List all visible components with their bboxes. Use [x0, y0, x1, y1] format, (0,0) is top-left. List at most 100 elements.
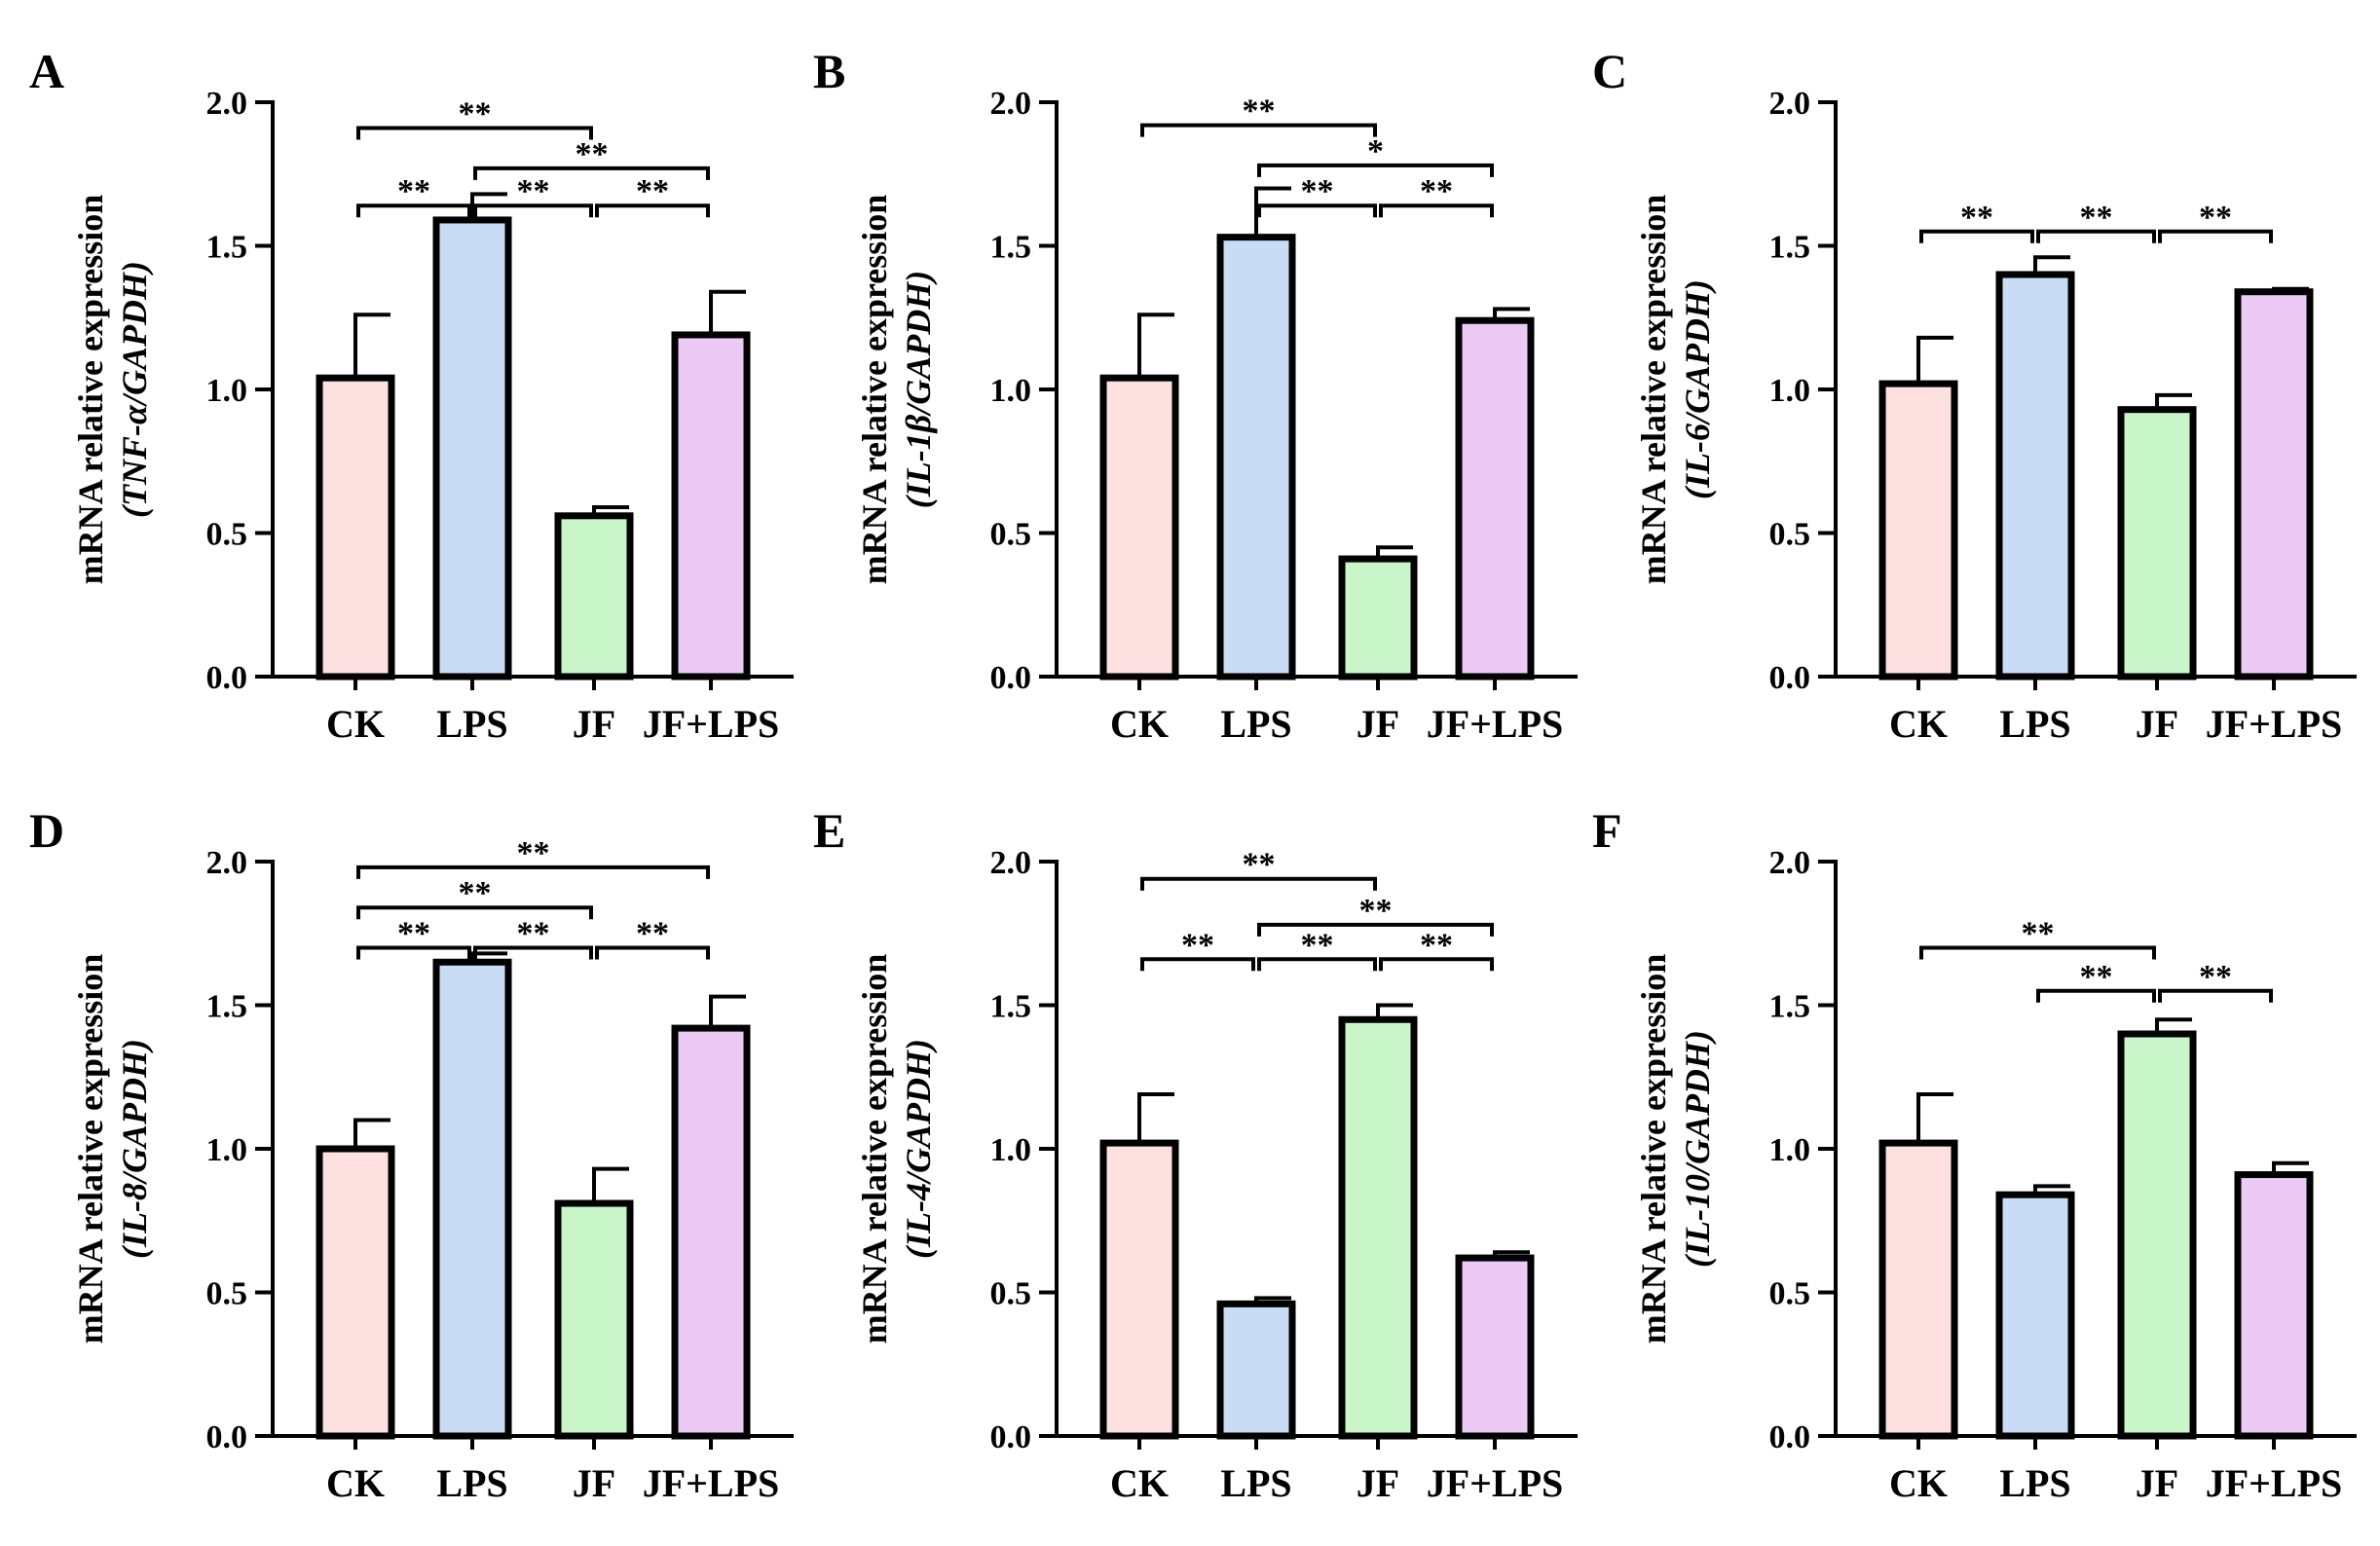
x-tick-label: JF+LPS	[643, 1461, 780, 1505]
y-tick-label: 1.5	[990, 989, 1032, 1025]
y-tick-label: 2.0	[990, 86, 1032, 122]
significance-label: **	[517, 916, 550, 952]
y-tick-label: 1.0	[206, 373, 248, 409]
panel-label: D	[29, 803, 64, 858]
bar-jf-lps	[1455, 1254, 1535, 1440]
y-axis-title: mRNA relative expression	[71, 954, 110, 1344]
significance-bracket	[1257, 163, 1494, 177]
significance-bracket	[2158, 988, 2273, 1003]
y-tick-label: 2.0	[206, 86, 248, 122]
x-tick-label: JF	[2136, 702, 2178, 746]
x-tick-label: LPS	[1220, 1461, 1291, 1505]
significance-bracket	[2036, 988, 2156, 1003]
significance-label: **	[1181, 927, 1214, 963]
significance-label: **	[397, 916, 430, 952]
significance-bracket	[356, 945, 471, 960]
y-tick-label: 0.5	[206, 1276, 248, 1312]
significance-bracket	[356, 905, 593, 920]
y-tick-label: 0.5	[990, 517, 1032, 553]
y-tick-label: 0.0	[1769, 660, 1811, 696]
y-tick-label: 2.0	[206, 845, 248, 881]
significance-label: **	[576, 136, 609, 172]
x-tick-label: LPS	[1999, 702, 2070, 746]
significance-label: **	[1243, 93, 1276, 129]
significance-label: **	[1420, 173, 1453, 209]
bar-ck	[1878, 380, 1958, 681]
y-tick-label: 0.5	[1769, 1276, 1811, 1312]
significance-bracket	[1919, 229, 2034, 243]
bar-lps	[1216, 234, 1296, 681]
y-axis-title: mRNA relative expression	[855, 954, 894, 1344]
y-axis-gene-label: (IL-4/GAPDH)	[899, 1039, 938, 1259]
bar-ck	[316, 374, 395, 681]
y-tick-label: 1.5	[206, 230, 248, 266]
x-tick-label: JF+LPS	[2206, 702, 2343, 746]
y-tick-label: 0.0	[206, 1419, 248, 1455]
significance-label: **	[636, 916, 669, 952]
bar-lps	[432, 216, 512, 681]
significance-label: *	[1367, 133, 1384, 169]
significance-bracket	[473, 945, 593, 960]
x-tick-label: JF	[1357, 1461, 1399, 1505]
x-tick-label: JF	[2136, 1461, 2178, 1505]
significance-bracket	[1257, 203, 1377, 218]
bar-lps	[1995, 1191, 2075, 1440]
y-axis-title: mRNA relative expression	[71, 195, 110, 585]
panel-label: B	[813, 44, 845, 98]
y-tick-label: 0.0	[206, 660, 248, 696]
y-tick-label: 0.5	[1769, 517, 1811, 553]
y-tick-label: 1.0	[990, 1132, 1032, 1168]
bar-jf	[554, 1199, 634, 1440]
y-axis-gene-label: (IL-8/GAPDH)	[115, 1039, 154, 1259]
y-tick-label: 0.0	[990, 1419, 1032, 1455]
y-tick-label: 0.0	[990, 660, 1032, 696]
bar-lps	[432, 958, 512, 1440]
y-tick-label: 2.0	[1769, 86, 1811, 122]
significance-bracket	[356, 203, 471, 218]
significance-bracket	[1140, 957, 1255, 972]
x-tick-label: LPS	[1220, 702, 1291, 746]
x-tick-label: LPS	[436, 702, 507, 746]
significance-bracket	[473, 166, 710, 180]
panel-label: A	[29, 44, 64, 98]
bar-ck	[1878, 1139, 1958, 1440]
y-tick-label: 0.5	[990, 1276, 1032, 1312]
significance-label: **	[1243, 847, 1276, 883]
y-axis-title: mRNA relative expression	[1634, 954, 1673, 1344]
y-axis-title: mRNA relative expression	[1634, 195, 1673, 585]
y-tick-label: 2.0	[1769, 845, 1811, 881]
y-axis-gene-label: (IL-1β/GAPDH)	[899, 271, 938, 508]
panel-label: F	[1592, 803, 1622, 858]
significance-bracket	[595, 203, 710, 218]
panel-label: E	[813, 803, 845, 858]
y-tick-label: 1.5	[990, 230, 1032, 266]
significance-label: **	[459, 875, 492, 911]
x-tick-label: JF+LPS	[1427, 702, 1564, 746]
significance-label: **	[1960, 200, 1993, 236]
significance-bracket	[356, 865, 710, 879]
significance-label: **	[2080, 200, 2113, 236]
significance-label: **	[517, 835, 550, 871]
significance-bracket	[1140, 123, 1377, 137]
significance-label: **	[517, 173, 550, 209]
panel-label: C	[1592, 44, 1627, 98]
y-tick-label: 1.0	[990, 373, 1032, 409]
bar-jf-lps	[2234, 288, 2314, 681]
x-tick-label: LPS	[436, 1461, 507, 1505]
x-tick-label: LPS	[1999, 1461, 2070, 1505]
bar-ck	[316, 1145, 395, 1440]
significance-bracket	[356, 126, 593, 140]
bar-lps	[1216, 1300, 1296, 1440]
bar-jf-lps	[671, 1024, 751, 1440]
significance-label: **	[2199, 200, 2232, 236]
bar-jf	[2117, 1030, 2197, 1440]
bar-jf	[1338, 1015, 1418, 1440]
significance-bracket	[1919, 945, 2156, 960]
significance-label: **	[1420, 927, 1453, 963]
